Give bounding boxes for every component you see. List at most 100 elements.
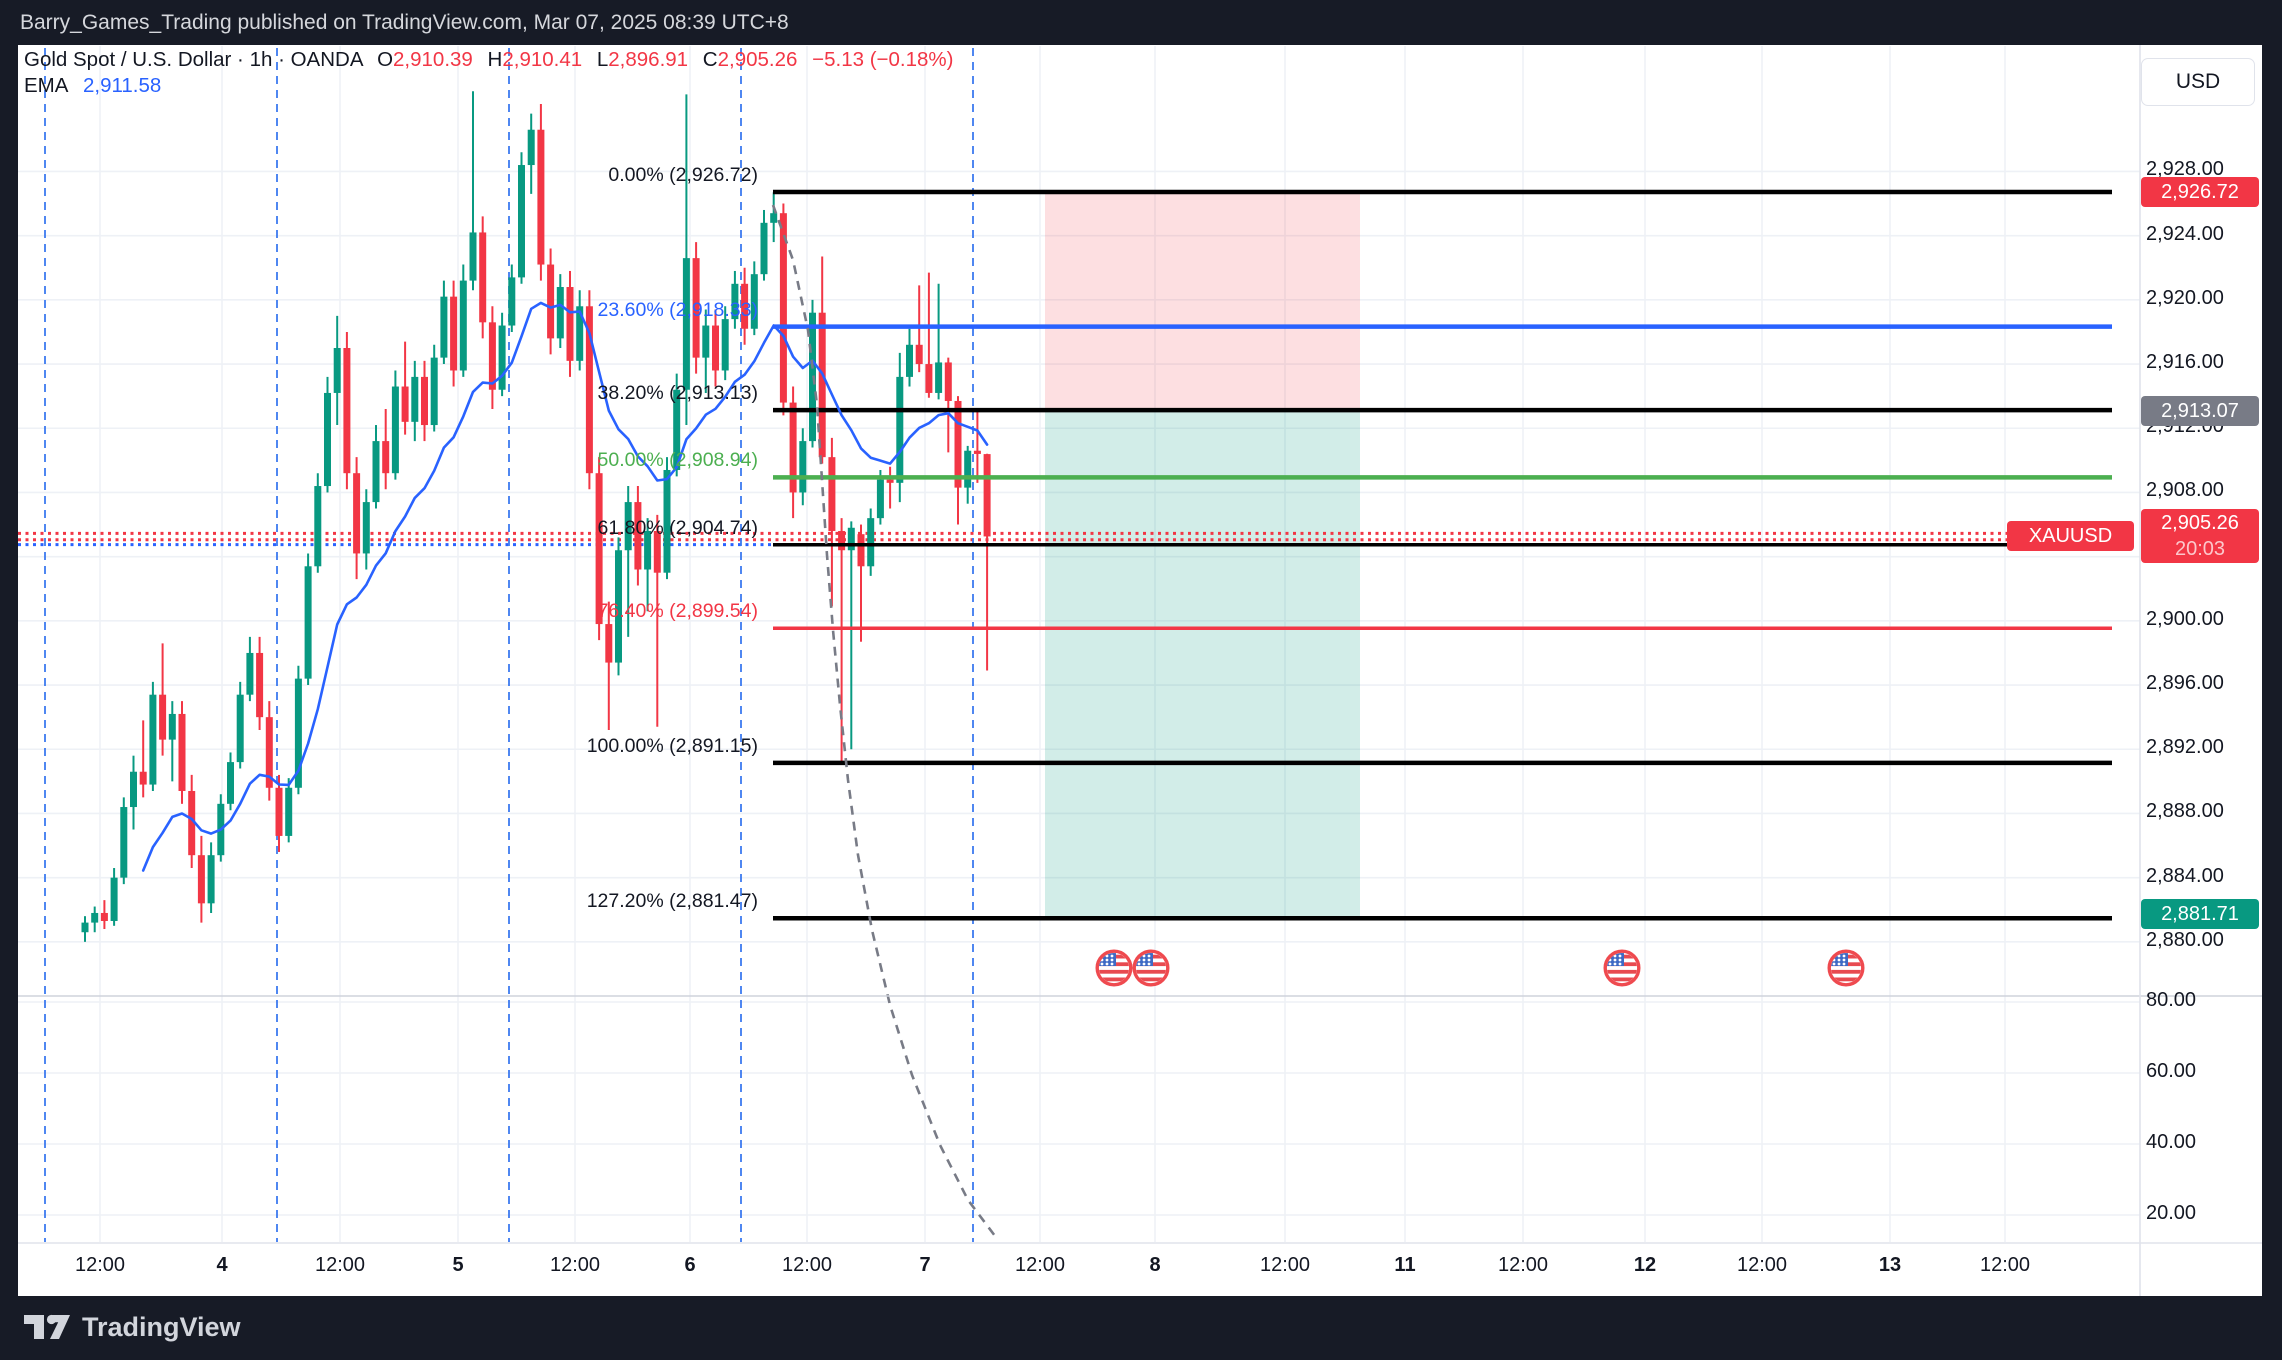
candle [925,364,933,393]
ema-legend[interactable]: EMA 2,911.58 [24,74,161,98]
candle [983,454,991,537]
symbol-price-badge: XAUUSD [2007,521,2134,552]
candle [702,325,710,358]
ohlc-low-label: L [596,48,609,71]
candle [488,322,496,390]
candle [876,479,884,519]
ohlc-close-label: C [702,48,718,71]
economic-event-flags[interactable] [1097,951,1863,985]
candle [285,787,293,836]
candle [779,213,787,403]
attribution-bar: Barry_Games_Trading published on Trading… [0,0,2282,45]
candle [721,319,729,371]
time-axis-label: 12:00 [1014,1254,1066,1276]
candle [964,450,972,488]
price-badge: 2,905.26 20:03 [2141,509,2259,564]
candle [731,283,739,320]
candle [207,855,215,904]
bar-countdown: 20:03 [2174,538,2226,561]
symbol-legend[interactable]: Gold Spot / U.S. Dollar · 1h · OANDA O2,… [24,48,953,72]
candle [954,400,962,488]
candle [508,277,516,326]
candle [110,877,118,921]
fib-level-label: 127.20% (2,881.47) [586,890,758,913]
ohlc-change: −5.13 (−0.18%) [812,48,954,71]
price-axis-label: 2,896.00 [2146,672,2224,695]
candle [692,258,700,358]
candle [401,386,409,422]
brand-bar: TradingView [0,1296,2282,1360]
candle [585,306,593,474]
time-axis-label: 12:00 [74,1254,126,1276]
candle [188,790,196,856]
candle [159,694,167,740]
candle [896,376,904,483]
pane-separators [18,45,2262,1296]
candle [275,787,283,836]
candle [935,362,943,393]
candle [450,296,458,371]
indicator-axis-label: 40.00 [2146,1131,2197,1153]
candle [973,450,981,454]
candle [227,762,234,804]
fib-level-label: 61.80% (2,904.74) [597,516,758,539]
price-axis-label: 2,908.00 [2146,479,2224,502]
fib-level-label: 50.00% (2,908.94) [597,449,758,472]
ema-line[interactable] [141,301,989,872]
candle [479,232,487,323]
candle [421,376,428,426]
candle [168,713,176,740]
candle [294,678,302,788]
time-axis-label: 12:00 [1259,1254,1311,1276]
price-axis-label: 2,892.00 [2146,736,2224,759]
indicator-axis-label: 60.00 [2146,1060,2197,1082]
candle [673,389,681,470]
candle [906,344,913,377]
tradingview-brand[interactable]: TradingView [82,1312,241,1342]
candle [314,486,322,567]
us-flag-icon [1605,951,1639,985]
risk-zone [1045,192,1360,411]
time-axis-label: 12:00 [1736,1254,1788,1276]
candle [178,713,186,791]
fib-level-label: 100.00% (2,891.15) [586,734,758,757]
projection-curve[interactable] [771,204,1000,1241]
candle [537,129,545,265]
candle [634,502,642,570]
candle [411,376,419,422]
candle [498,325,506,390]
candle [120,807,128,878]
candle [886,479,894,483]
price-axis-label: 2,888.00 [2146,800,2224,823]
candle [324,392,331,487]
candle [644,530,652,570]
candle [867,518,875,567]
ohlc-low: 2,896.91 [608,48,689,71]
currency-button[interactable]: USD [2141,58,2255,106]
price-badge: 2,913.07 [2141,396,2259,427]
candle [440,296,448,358]
candle [149,694,157,785]
candle [741,283,749,329]
candle [770,213,778,223]
price-axis-label: 2,900.00 [2146,607,2224,630]
candle [566,287,574,361]
price-badge: 2,881.71 [2141,899,2259,930]
indicator-axis-label: 80.00 [2146,989,2197,1011]
symbol-title[interactable]: Gold Spot / U.S. Dollar · 1h · OANDA [24,48,363,71]
attribution-text[interactable]: Barry_Games_Trading published on Trading… [20,11,789,34]
gridlines [18,46,2140,1242]
price-axis-label: 2,928.00 [2146,158,2224,181]
time-axis-label: 12:00 [549,1254,601,1276]
candle [130,771,137,808]
position-zones [1045,192,1360,919]
time-axis-label: 12:00 [781,1254,833,1276]
candle [624,502,632,551]
candle [857,534,865,567]
candle [391,386,399,474]
candle [605,624,613,663]
time-axis-label: 12:00 [314,1254,366,1276]
tradingview-logo-icon[interactable] [24,1313,72,1341]
time-axis-label: 6 [684,1254,696,1276]
